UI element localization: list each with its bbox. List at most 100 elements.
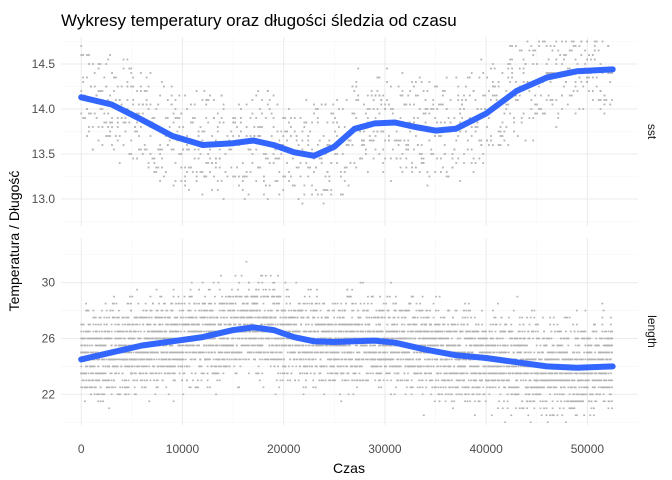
scatter-point bbox=[216, 126, 219, 128]
scatter-point bbox=[334, 302, 337, 305]
scatter-point bbox=[377, 344, 380, 347]
scatter-point bbox=[401, 171, 404, 173]
scatter-point bbox=[143, 148, 146, 151]
scatter-point bbox=[460, 393, 463, 396]
scatter-point bbox=[474, 126, 477, 128]
scatter-point bbox=[105, 386, 108, 389]
scatter-point bbox=[256, 344, 259, 347]
scatter-point bbox=[235, 358, 238, 361]
scatter-point bbox=[227, 323, 230, 326]
scatter-point bbox=[482, 162, 485, 164]
scatter-point bbox=[317, 323, 320, 326]
scatter-point bbox=[264, 117, 267, 119]
scatter-point bbox=[382, 358, 385, 361]
scatter-point bbox=[142, 351, 145, 354]
scatter-point bbox=[109, 54, 111, 56]
scatter-point bbox=[114, 365, 117, 368]
scatter-point bbox=[320, 323, 323, 326]
scatter-point bbox=[227, 344, 230, 347]
scatter-point bbox=[232, 295, 234, 298]
scatter-point bbox=[296, 358, 299, 361]
scatter-point bbox=[466, 76, 469, 79]
scatter-point bbox=[470, 372, 473, 375]
scatter-point bbox=[94, 316, 97, 319]
scatter-point bbox=[411, 330, 414, 333]
scatter-point bbox=[107, 112, 110, 115]
scatter-point bbox=[296, 316, 299, 319]
scatter-point bbox=[172, 184, 175, 187]
scatter-point bbox=[102, 393, 105, 396]
scatter-point bbox=[251, 344, 254, 347]
scatter-point bbox=[448, 379, 451, 382]
scatter-point bbox=[318, 323, 321, 326]
scatter-point bbox=[420, 162, 423, 164]
scatter-point bbox=[407, 144, 410, 146]
scatter-point bbox=[298, 358, 301, 361]
scatter-point bbox=[108, 379, 111, 382]
scatter-point bbox=[511, 72, 513, 74]
scatter-point bbox=[305, 351, 307, 354]
scatter-point bbox=[376, 330, 379, 333]
scatter-point bbox=[373, 358, 375, 361]
scatter-point bbox=[277, 309, 279, 312]
scatter-point bbox=[436, 121, 438, 124]
scatter-point bbox=[182, 323, 185, 326]
scatter-point bbox=[331, 323, 334, 326]
scatter-point bbox=[416, 117, 419, 119]
scatter-point bbox=[203, 372, 205, 375]
scatter-point bbox=[350, 351, 352, 354]
scatter-point bbox=[471, 365, 474, 368]
scatter-point bbox=[370, 316, 373, 319]
scatter-point bbox=[260, 337, 262, 340]
scatter-point bbox=[99, 90, 102, 92]
scatter-point bbox=[401, 153, 404, 155]
scatter-point bbox=[404, 393, 407, 396]
scatter-point bbox=[580, 54, 583, 56]
scatter-point bbox=[318, 302, 321, 305]
scatter-point bbox=[398, 309, 401, 312]
scatter-point bbox=[209, 171, 212, 173]
scatter-point bbox=[178, 117, 181, 119]
scatter-point bbox=[478, 139, 481, 142]
scatter-point bbox=[421, 323, 424, 326]
scatter-point bbox=[386, 351, 389, 354]
scatter-point bbox=[294, 344, 296, 347]
scatter-point bbox=[465, 130, 467, 133]
scatter-point bbox=[237, 386, 239, 389]
scatter-point bbox=[309, 288, 312, 291]
scatter-point bbox=[119, 330, 122, 333]
scatter-point bbox=[232, 351, 234, 354]
scatter-point bbox=[428, 139, 431, 142]
scatter-point bbox=[205, 323, 208, 326]
scatter-point bbox=[218, 379, 221, 382]
scatter-point bbox=[435, 379, 437, 382]
scatter-point bbox=[405, 144, 408, 146]
scatter-point bbox=[187, 344, 190, 347]
scatter-point bbox=[450, 344, 453, 347]
scatter-point bbox=[341, 351, 344, 354]
scatter-point bbox=[325, 365, 328, 368]
scatter-point bbox=[337, 309, 340, 312]
scatter-point bbox=[91, 351, 94, 354]
scatter-point bbox=[413, 337, 415, 340]
scatter-point bbox=[348, 351, 351, 354]
scatter-point bbox=[226, 337, 228, 340]
scatter-point bbox=[277, 295, 279, 298]
scatter-point bbox=[118, 393, 120, 396]
scatter-point bbox=[284, 117, 287, 119]
scatter-point bbox=[476, 121, 479, 124]
scatter-point bbox=[334, 337, 337, 340]
scatter-point bbox=[444, 358, 447, 361]
scatter-point bbox=[288, 171, 290, 173]
scatter-point bbox=[436, 365, 439, 368]
scatter-point bbox=[410, 379, 413, 382]
scatter-point bbox=[407, 379, 409, 382]
scatter-point bbox=[176, 323, 179, 326]
scatter-point bbox=[278, 302, 281, 305]
scatter-point bbox=[247, 281, 250, 284]
scatter-point bbox=[289, 344, 292, 347]
scatter-point bbox=[551, 99, 554, 101]
scatter-point bbox=[382, 130, 385, 133]
scatter-point bbox=[330, 323, 333, 326]
scatter-point bbox=[92, 330, 95, 333]
